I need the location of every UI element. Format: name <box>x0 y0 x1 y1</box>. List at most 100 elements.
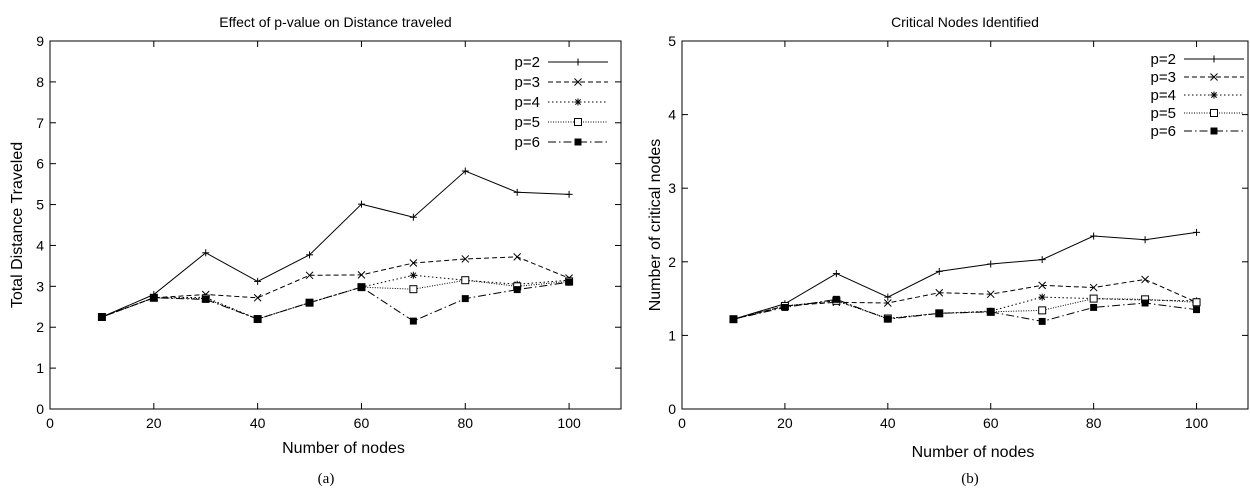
data-point <box>832 295 840 303</box>
data-point <box>253 293 262 302</box>
data-point <box>409 285 418 294</box>
legend-label: p=5 <box>515 114 540 131</box>
chart-b: Critical Nodes Identified 0 20 40 60 80 100 0 1 2… <box>647 14 1249 487</box>
data-point <box>884 315 892 323</box>
legend-label: p=4 <box>1151 87 1176 104</box>
data-point <box>883 299 892 307</box>
legend-label: p=3 <box>1151 69 1176 86</box>
data-point <box>1141 236 1149 244</box>
data-point <box>1038 281 1047 290</box>
series-p=4 <box>729 293 1201 323</box>
x-tick-label: 100 <box>557 415 581 431</box>
y-tick-label: 7 <box>36 115 44 131</box>
data-point <box>202 295 210 303</box>
legend-label: p=2 <box>1151 51 1176 68</box>
legend-marker <box>1210 109 1218 117</box>
legend-label: p=6 <box>1151 123 1176 140</box>
x-tick-label: 0 <box>678 415 686 431</box>
x-tick-label: 20 <box>777 415 793 431</box>
y-tick-label: 5 <box>36 197 44 213</box>
x-tick-label: 60 <box>983 415 999 431</box>
x-tick-label: 100 <box>1185 415 1209 431</box>
data-point <box>461 255 470 263</box>
legend-marker <box>574 58 582 66</box>
legend-marker <box>1210 55 1218 63</box>
y-tick-label: 0 <box>36 401 44 417</box>
data-point <box>409 213 417 221</box>
data-point <box>409 259 418 267</box>
series-p=6 <box>729 295 1201 325</box>
data-point <box>1193 228 1201 236</box>
data-point <box>1089 283 1098 292</box>
y-tick-label: 3 <box>668 180 676 196</box>
data-point <box>729 315 737 323</box>
data-point <box>565 190 573 198</box>
y-tick-label: 2 <box>36 319 44 335</box>
data-point <box>357 271 366 279</box>
legend-label: p=3 <box>515 74 540 91</box>
y-tick-label: 3 <box>36 278 44 294</box>
legend-marker <box>1210 73 1218 81</box>
data-point <box>409 271 417 279</box>
data-point <box>1090 303 1098 311</box>
series-line <box>733 296 1197 320</box>
chart-title: Effect of p-value on Distance traveled <box>219 14 451 30</box>
series-line <box>733 278 1197 320</box>
data-point <box>461 295 469 303</box>
y-axis-label: Total Distance Traveled <box>9 142 26 308</box>
data-point <box>513 286 521 294</box>
y-axis-label: Number of critical nodes <box>647 139 664 312</box>
y-tick-label: 9 <box>36 33 44 49</box>
series-p=4 <box>98 271 573 323</box>
data-point <box>987 260 995 268</box>
y-tick-label: 1 <box>36 360 44 376</box>
series-line <box>101 279 570 320</box>
series-line <box>733 298 1197 320</box>
data-point <box>987 308 995 316</box>
series-p=6 <box>98 278 573 325</box>
y-tick-label: 8 <box>36 74 44 90</box>
series-line <box>101 256 570 318</box>
data-point <box>935 309 943 317</box>
legend-label: p=2 <box>515 54 540 71</box>
plot-frame <box>681 40 1249 410</box>
data-point <box>1193 306 1201 314</box>
data-point <box>357 200 365 208</box>
x-tick-label: 80 <box>1086 415 1102 431</box>
data-point <box>357 283 365 291</box>
data-point <box>1141 299 1149 307</box>
legend-marker <box>574 78 582 86</box>
series-p=3 <box>98 253 573 321</box>
data-point <box>254 315 262 323</box>
legend-marker <box>574 118 582 126</box>
data-point <box>832 270 840 278</box>
y-tick-label: 5 <box>668 33 676 49</box>
data-point <box>1192 298 1201 307</box>
series-line <box>733 231 1197 320</box>
data-point <box>1089 294 1098 303</box>
data-point <box>306 251 314 259</box>
chart-caption: (a) <box>318 471 335 487</box>
series-p=2 <box>98 167 573 321</box>
data-point <box>202 249 210 257</box>
x-tick-label: 80 <box>457 415 473 431</box>
data-point <box>513 188 521 196</box>
data-point <box>1038 306 1047 315</box>
legend-label: p=5 <box>1151 105 1176 122</box>
series-line <box>733 298 1197 322</box>
x-axis-label: Number of nodes <box>912 444 1035 461</box>
legend-marker <box>574 98 582 106</box>
x-tick-label: 60 <box>354 415 370 431</box>
data-point <box>461 167 469 175</box>
data-point <box>781 303 789 311</box>
legend-marker <box>1210 91 1218 99</box>
data-point <box>150 294 158 302</box>
chart-caption: (b) <box>961 471 979 487</box>
legend-label: p=6 <box>515 134 540 151</box>
y-tick-label: 4 <box>36 237 44 253</box>
y-tick-label: 1 <box>668 327 676 343</box>
data-point <box>98 313 106 321</box>
data-point <box>409 317 417 325</box>
x-tick-label: 0 <box>46 415 54 431</box>
